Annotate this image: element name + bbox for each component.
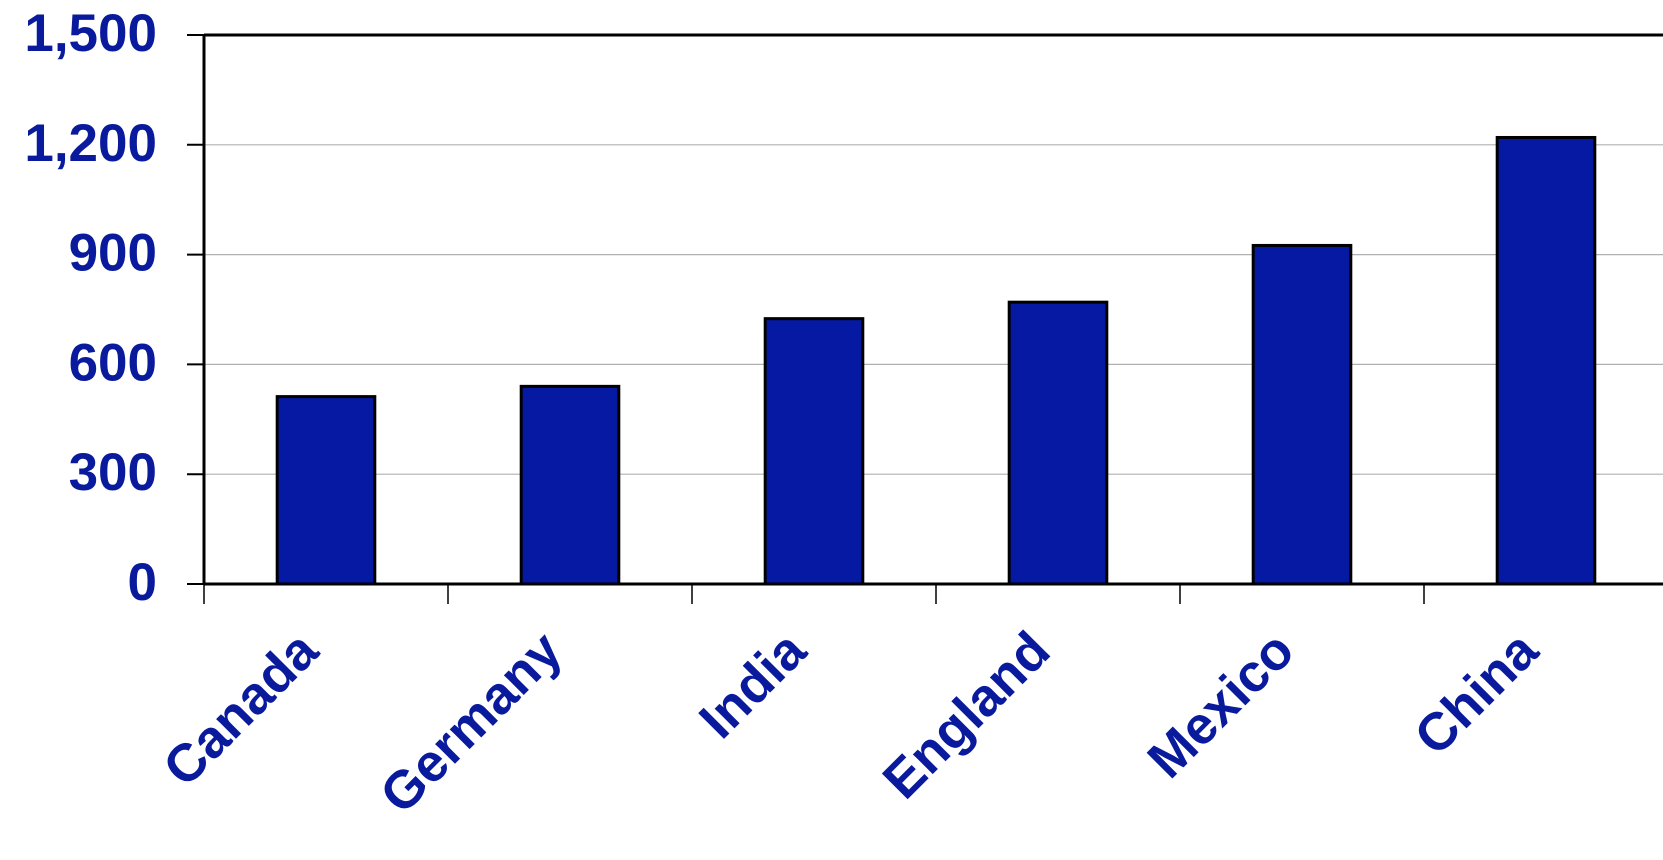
bar <box>1495 135 1597 586</box>
y-tick-label: 0 <box>128 553 157 612</box>
y-tick-label: 600 <box>69 333 157 392</box>
x-tick-label: Mexico <box>1137 621 1306 790</box>
bar <box>275 395 377 586</box>
x-tick-label: China <box>1404 620 1550 766</box>
y-tick-label: 900 <box>69 224 157 283</box>
x-tick-label: England <box>872 621 1062 811</box>
x-tick-label: Germany <box>369 620 574 825</box>
bar <box>1007 300 1109 586</box>
y-tick-label: 300 <box>69 443 157 502</box>
bar <box>763 317 865 586</box>
bar <box>1251 243 1353 586</box>
bar <box>519 384 621 586</box>
y-tick-label: 1,200 <box>24 114 157 173</box>
y-tick-label: 1,500 <box>24 4 157 63</box>
x-tick-label: Canada <box>152 620 329 797</box>
x-tick-label: India <box>688 620 818 750</box>
